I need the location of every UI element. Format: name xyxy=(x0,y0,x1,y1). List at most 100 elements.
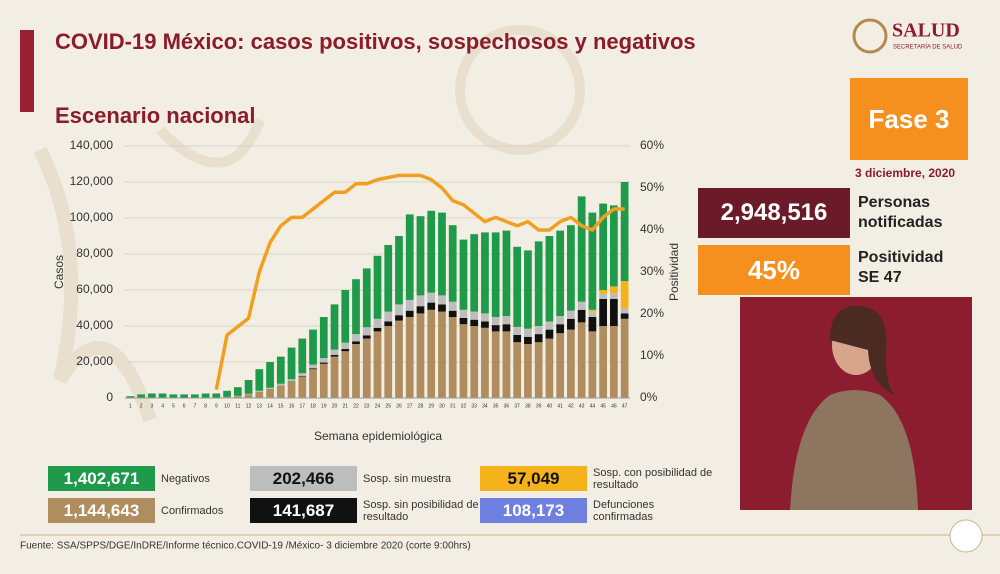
bar-segment xyxy=(416,295,425,307)
legend-label: Confirmados xyxy=(161,504,224,517)
bar-segment xyxy=(352,279,360,335)
x-tick-label: 25 xyxy=(385,403,391,409)
bar-segment xyxy=(556,324,565,334)
bar-segment xyxy=(438,212,446,296)
bar-segment xyxy=(416,313,425,398)
x-tick-label: 18 xyxy=(310,403,316,409)
x-tick-label: 7 xyxy=(193,403,196,409)
y-tick-label: 80,000 xyxy=(76,246,113,260)
bar-segment xyxy=(405,310,414,317)
legend-label: Sosp. con posibilidad de resultado xyxy=(593,466,713,491)
y-tick-label: 100,000 xyxy=(70,210,114,224)
bar-segment xyxy=(362,335,371,339)
bar-segment xyxy=(319,317,328,359)
positivity-label: Positividad SE 47 xyxy=(858,249,944,286)
x-tick-label: 15 xyxy=(278,403,284,409)
bar-segment xyxy=(481,313,489,322)
bar-segment xyxy=(276,385,285,398)
bar-segment xyxy=(459,317,468,325)
bar-segment xyxy=(588,212,597,310)
bar-segment xyxy=(599,203,608,290)
bar-segment xyxy=(319,363,328,398)
logo-subtext: SECRETARÍA DE SALUD xyxy=(893,44,963,51)
bar-segment xyxy=(470,319,479,326)
bar-segment xyxy=(545,338,554,398)
bar-segment xyxy=(524,328,532,337)
bar-segment xyxy=(427,210,436,293)
x-tick-label: 33 xyxy=(471,403,477,409)
date: 3 diciembre, 2020 xyxy=(855,166,956,180)
bar-segment xyxy=(395,304,403,316)
bar-segment xyxy=(577,309,586,323)
x-tick-label: 36 xyxy=(504,403,510,409)
x-tick-label: 37 xyxy=(514,403,520,409)
bar-segment xyxy=(470,326,479,398)
x-axis-label: Semana epidemiológica xyxy=(314,429,442,443)
bar-segment xyxy=(298,375,307,377)
x-tick-label: 38 xyxy=(525,403,531,409)
bar-segment xyxy=(266,362,274,388)
bar-segment xyxy=(309,329,317,365)
x-tick-label: 22 xyxy=(353,403,359,409)
legend-total: 57,049 xyxy=(480,466,587,491)
bar-segment xyxy=(137,394,145,398)
y-tick-label: 20,000 xyxy=(76,354,113,368)
bar-segment xyxy=(180,394,188,398)
bar-segment xyxy=(620,182,629,281)
bar-segment xyxy=(255,390,264,392)
bar-segment xyxy=(405,317,414,398)
legend-total: 1,144,643 xyxy=(48,498,155,523)
bar-segment xyxy=(524,250,532,329)
x-tick-label: 32 xyxy=(461,403,467,409)
bar-segment xyxy=(513,246,522,327)
bar-segment xyxy=(405,299,414,311)
notified-value: 2,948,516 xyxy=(698,188,850,238)
bar-segment xyxy=(255,391,264,398)
x-tick-label: 20 xyxy=(332,403,338,409)
bar-segment xyxy=(556,316,565,325)
bar-segment xyxy=(599,299,608,326)
x-tick-label: 4 xyxy=(161,403,164,409)
y-tick-label: 140,000 xyxy=(70,138,114,152)
bar-segment xyxy=(610,293,618,299)
bar-segment xyxy=(620,308,629,314)
bar-segment xyxy=(513,342,522,398)
bar-segment xyxy=(287,347,296,380)
bar-segment xyxy=(438,304,446,312)
bar-segment xyxy=(427,292,436,303)
bar-segment xyxy=(567,310,575,319)
bar-segment xyxy=(610,299,618,326)
bar-segment xyxy=(384,311,393,322)
legend-total: 1,402,671 xyxy=(48,466,155,491)
bar-segment xyxy=(373,327,382,332)
bar-segment xyxy=(534,334,543,343)
x-tick-label: 31 xyxy=(450,403,456,409)
y2-tick-label: 40% xyxy=(640,222,664,236)
bar-segment xyxy=(362,268,371,328)
bar-segment xyxy=(502,230,511,317)
footer: Fuente: SSA/SPPS/DGE/InDRE/Informe técni… xyxy=(20,541,471,552)
bar-segment xyxy=(534,326,543,335)
bar-segment xyxy=(524,344,532,398)
bar-segment xyxy=(427,309,436,398)
bar-segment xyxy=(298,376,307,398)
bar-segment xyxy=(567,329,575,398)
bar-segment xyxy=(244,394,253,398)
x-tick-label: 12 xyxy=(246,403,252,409)
bar-segment xyxy=(341,290,350,343)
bar-segment xyxy=(244,380,253,394)
bar-segment xyxy=(481,321,489,328)
bar-segment xyxy=(470,234,479,312)
bar-segment xyxy=(330,354,339,357)
y2-tick-label: 30% xyxy=(640,264,664,278)
bar-segment xyxy=(481,232,489,314)
y-tick-label: 120,000 xyxy=(70,174,114,188)
bar-segment xyxy=(287,381,296,398)
bar-segment xyxy=(362,338,371,398)
bar-segment xyxy=(448,301,457,311)
x-tick-label: 34 xyxy=(482,403,488,409)
legend-total: 202,466 xyxy=(250,466,357,491)
x-tick-label: 17 xyxy=(300,403,306,409)
